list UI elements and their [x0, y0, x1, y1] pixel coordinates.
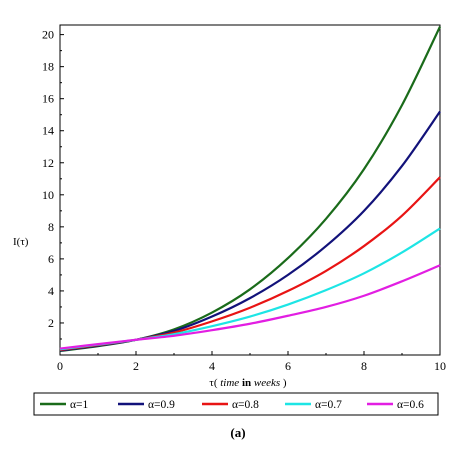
x-axis-label: τ( time in weeks ) [209, 377, 287, 389]
series-line [59, 264, 441, 350]
y-tick-label: 20 [42, 28, 54, 42]
y-axis-ticks: 2 4 6 8 10 12 14 16 18 20 [42, 28, 64, 340]
x-axis-label-part: ) [280, 377, 287, 389]
y-tick-label: 18 [42, 60, 54, 74]
legend-label: α=0.6 [397, 399, 424, 411]
y-tick-label: 2 [48, 316, 54, 330]
y-tick-label: 6 [48, 252, 54, 266]
x-axis-label-part: in [239, 377, 254, 389]
y-tick-label: 14 [42, 124, 54, 138]
x-tick-label: 10 [434, 359, 446, 373]
x-tick-label: 0 [57, 359, 63, 373]
x-tick-label: 2 [133, 359, 139, 373]
figure-caption: (a) [230, 425, 246, 440]
x-axis-ticks: 0 2 4 6 8 10 [57, 351, 446, 373]
legend-label: α=0.7 [315, 399, 342, 411]
y-tick-label: 16 [42, 92, 54, 106]
legend-label: α=0.9 [148, 399, 175, 411]
y-axis-label: I(τ) [13, 236, 29, 248]
legend: α=1 α=0.9 α=0.8 α=0.7 α=0.6 [33, 392, 439, 416]
legend-label: α=1 [70, 399, 89, 411]
x-tick-label: 6 [285, 359, 291, 373]
x-axis-label-part: τ( [209, 377, 220, 389]
y-tick-label: 12 [42, 156, 54, 170]
x-tick-label: 4 [209, 359, 215, 373]
y-tick-label: 4 [48, 284, 54, 298]
x-axis-label-part: time [220, 377, 239, 389]
legend-label: α=0.8 [232, 399, 259, 411]
y-tick-label: 8 [48, 220, 54, 234]
x-axis-label-part: weeks [254, 377, 280, 389]
y-tick-label: 10 [42, 188, 54, 202]
series-lines [59, 26, 441, 353]
legend-box [33, 392, 439, 416]
x-tick-label: 8 [361, 359, 367, 373]
